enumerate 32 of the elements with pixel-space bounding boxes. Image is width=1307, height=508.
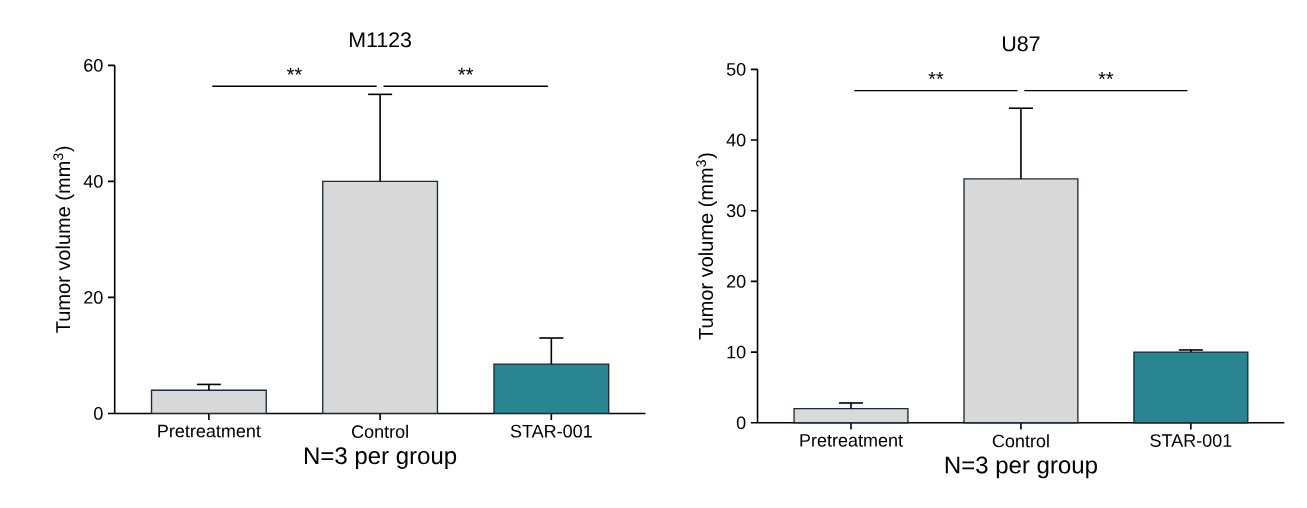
y-tick-label: 0 (736, 416, 746, 430)
y-tick-label: 10 (727, 345, 746, 359)
annotation: ** (458, 67, 474, 75)
x-tick-label: Pretreatment (800, 434, 903, 447)
x-tick-label: STAR-001 (1150, 434, 1232, 447)
bar (493, 363, 610, 415)
x-axis-title: N=3 per group (945, 456, 1097, 479)
x-tick-label: STAR-001 (510, 424, 592, 438)
y-tick-label: 60 (84, 58, 103, 72)
chart-title: M1123 (350, 32, 411, 48)
x-axis-title: N=3 per group (305, 447, 457, 469)
annotation: ** (928, 72, 944, 80)
y-tick-label: 50 (726, 62, 746, 76)
bar (150, 389, 267, 415)
x-tick-label: Control (352, 424, 408, 438)
bar (322, 180, 439, 415)
annotation: ** (1098, 72, 1114, 80)
y-tick-label: 40 (83, 174, 103, 188)
bar (1133, 351, 1249, 424)
y-tick-label: 40 (726, 133, 746, 147)
y-tick-label: 0 (94, 407, 103, 420)
chart-title: U87 (1003, 36, 1040, 52)
y-axis-title: Tumor volume (mm$^{3}$) (53, 146, 75, 333)
y-tick-label: 30 (726, 204, 746, 218)
x-tick-label: Pretreatment (158, 424, 261, 438)
y-axis-title: Tumor volume (mm$^{3}$) (696, 153, 717, 340)
y-tick-label: 20 (727, 274, 746, 288)
bar (793, 407, 909, 424)
bar (963, 178, 1079, 424)
x-tick-label: Control (992, 434, 1049, 448)
y-tick-label: 20 (84, 290, 103, 304)
annotation: ** (287, 67, 302, 75)
